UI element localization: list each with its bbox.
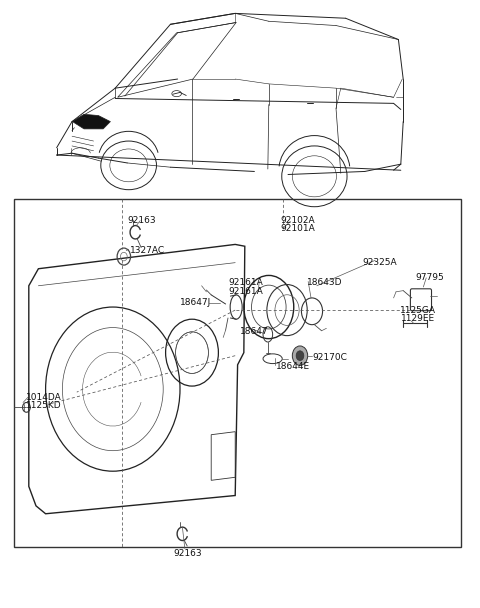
Circle shape xyxy=(296,351,304,361)
Text: 18643D: 18643D xyxy=(307,278,343,287)
Text: 92170C: 92170C xyxy=(312,353,347,362)
Text: 1129EE: 1129EE xyxy=(400,314,435,323)
Text: 92102A: 92102A xyxy=(280,216,315,224)
Text: 1125GA: 1125GA xyxy=(399,306,436,314)
Text: 1327AC: 1327AC xyxy=(130,246,165,255)
Text: 1125KD: 1125KD xyxy=(26,401,62,410)
Text: 92163: 92163 xyxy=(173,549,202,558)
Text: 1014DA: 1014DA xyxy=(26,393,62,401)
Text: 97795: 97795 xyxy=(415,274,444,282)
Text: 18647: 18647 xyxy=(240,327,269,336)
Text: 92325A: 92325A xyxy=(362,258,396,267)
Text: 92161A: 92161A xyxy=(228,278,263,287)
Polygon shape xyxy=(72,114,110,129)
Circle shape xyxy=(292,346,308,365)
Bar xyxy=(14,199,461,547)
Text: 92161A: 92161A xyxy=(228,288,263,296)
Text: 92163: 92163 xyxy=(127,216,156,224)
Text: 92101A: 92101A xyxy=(280,224,315,233)
Text: 18647J: 18647J xyxy=(180,299,211,307)
Text: 18644E: 18644E xyxy=(276,362,310,370)
